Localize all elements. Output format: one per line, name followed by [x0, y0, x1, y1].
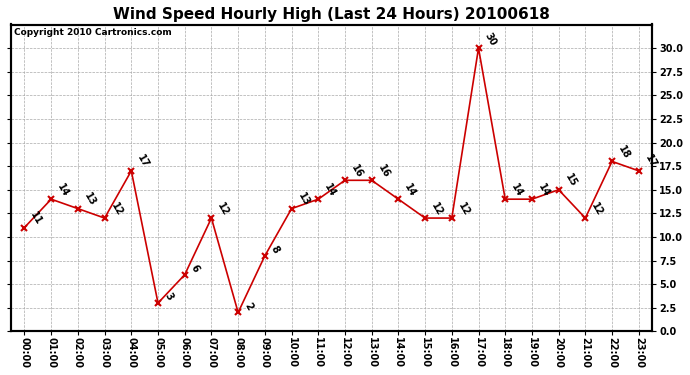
Text: 12: 12 — [109, 201, 124, 217]
Text: 17: 17 — [643, 153, 658, 170]
Text: 12: 12 — [215, 201, 231, 217]
Text: 6: 6 — [189, 263, 201, 274]
Text: 14: 14 — [536, 182, 551, 198]
Text: 12: 12 — [456, 201, 471, 217]
Text: 12: 12 — [429, 201, 444, 217]
Text: 16: 16 — [349, 163, 364, 180]
Text: 14: 14 — [55, 182, 71, 198]
Text: 11: 11 — [28, 210, 44, 227]
Text: 16: 16 — [376, 163, 391, 180]
Text: 14: 14 — [509, 182, 525, 198]
Text: 13: 13 — [82, 191, 97, 208]
Text: 2: 2 — [242, 301, 255, 312]
Text: 18: 18 — [616, 144, 631, 160]
Text: 17: 17 — [135, 153, 151, 170]
Text: 13: 13 — [296, 191, 311, 208]
Text: 3: 3 — [162, 291, 174, 302]
Text: 14: 14 — [322, 182, 338, 198]
Text: 12: 12 — [589, 201, 605, 217]
Text: 15: 15 — [563, 172, 578, 189]
Title: Wind Speed Hourly High (Last 24 Hours) 20100618: Wind Speed Hourly High (Last 24 Hours) 2… — [113, 7, 550, 22]
Text: 8: 8 — [269, 244, 281, 255]
Text: 14: 14 — [402, 182, 418, 198]
Text: 30: 30 — [483, 31, 498, 47]
Text: Copyright 2010 Cartronics.com: Copyright 2010 Cartronics.com — [14, 28, 172, 37]
